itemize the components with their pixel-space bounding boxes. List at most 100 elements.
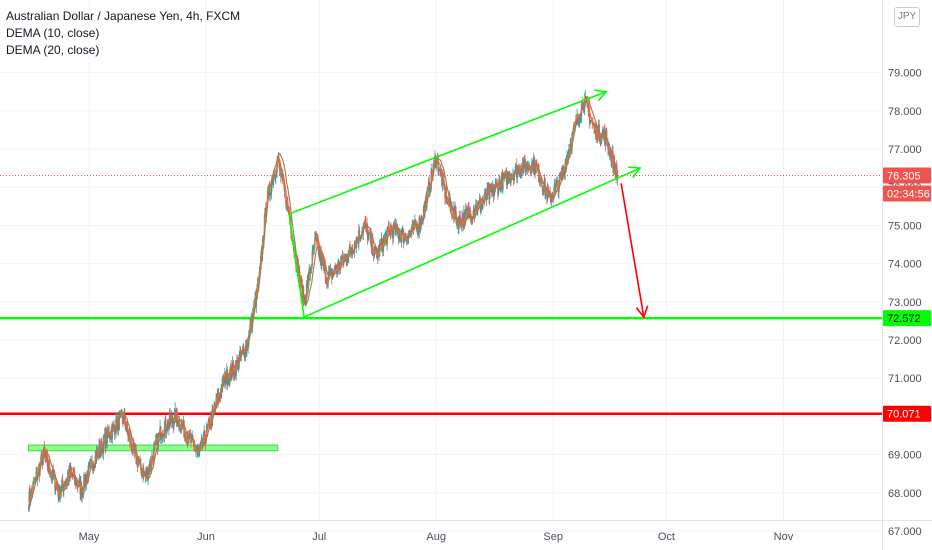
candle-body bbox=[580, 115, 582, 117]
candle-body bbox=[189, 434, 191, 437]
candle-body bbox=[446, 202, 448, 204]
lower-level-badge: 70.071 bbox=[887, 409, 921, 421]
indicator-dema10-label[interactable]: DEMA (10, close) bbox=[6, 26, 100, 40]
currency-button[interactable]: JPY bbox=[894, 7, 920, 27]
candle-body bbox=[154, 441, 156, 446]
candle-body bbox=[555, 181, 558, 185]
candle-body bbox=[492, 184, 495, 196]
price-tick-label: 73.000 bbox=[888, 297, 922, 309]
candle-body bbox=[491, 189, 493, 192]
candle-body bbox=[426, 187, 429, 192]
candle-body bbox=[589, 112, 591, 124]
candle-body bbox=[547, 187, 549, 193]
candle-body bbox=[408, 231, 410, 236]
candle-body bbox=[577, 113, 579, 121]
candle-body bbox=[466, 209, 468, 213]
candle-body bbox=[566, 156, 568, 159]
candle-body bbox=[439, 167, 442, 172]
candle-body bbox=[407, 235, 410, 238]
candle-body bbox=[208, 419, 210, 421]
candle-body bbox=[194, 450, 197, 452]
candle-body bbox=[149, 460, 152, 466]
candle-body bbox=[160, 437, 163, 440]
candle-body bbox=[419, 226, 422, 230]
candle-body bbox=[166, 430, 168, 433]
candle-body bbox=[61, 480, 64, 487]
indicator-dema20-label[interactable]: DEMA (20, close) bbox=[6, 43, 100, 57]
candle-body bbox=[233, 374, 236, 376]
candle-body bbox=[209, 420, 211, 430]
channel-upper-arrowhead bbox=[594, 89, 608, 102]
candle-body bbox=[160, 426, 162, 440]
candle-body bbox=[280, 176, 283, 178]
candle-body bbox=[461, 216, 464, 220]
dema-lines bbox=[28, 95, 618, 510]
candle-body bbox=[199, 447, 201, 451]
candle-body bbox=[414, 219, 417, 225]
candle-body bbox=[578, 119, 581, 123]
candle-body bbox=[367, 233, 369, 241]
candle-body bbox=[403, 239, 405, 243]
candle-body bbox=[44, 452, 46, 456]
candle-body bbox=[441, 174, 444, 186]
candle-body bbox=[553, 185, 556, 193]
candle-body bbox=[384, 235, 386, 239]
candle-body bbox=[616, 171, 619, 180]
time-tick-label: Jun bbox=[197, 531, 215, 543]
candle-body bbox=[587, 107, 590, 112]
candle-body bbox=[232, 366, 235, 375]
candle-body bbox=[400, 233, 403, 243]
candle-body bbox=[558, 173, 561, 186]
candle-body bbox=[411, 223, 414, 230]
candle-body bbox=[582, 106, 585, 108]
symbol-title[interactable]: Australian Dollar / Japanese Yen, 4h, FX… bbox=[6, 9, 241, 23]
candle-body bbox=[500, 181, 502, 192]
candle-body bbox=[352, 251, 354, 254]
candle-body bbox=[272, 179, 275, 186]
candle-body bbox=[602, 132, 604, 134]
candle-body bbox=[375, 247, 377, 253]
candle-body bbox=[275, 175, 277, 178]
candle-body bbox=[379, 243, 381, 246]
countdown-badge-bg bbox=[883, 185, 931, 202]
candle-body bbox=[609, 153, 611, 156]
candle-body bbox=[227, 381, 229, 385]
candle-body bbox=[282, 173, 284, 180]
candle-body bbox=[188, 431, 191, 435]
dema-20-line bbox=[28, 95, 618, 510]
candle-body bbox=[589, 120, 592, 124]
candle-body bbox=[119, 414, 121, 415]
candle-body bbox=[358, 229, 361, 239]
candle-body bbox=[93, 467, 96, 469]
candle-body bbox=[395, 227, 397, 235]
candle-body bbox=[193, 445, 196, 451]
candle-body bbox=[199, 442, 202, 448]
candle-body bbox=[92, 465, 95, 471]
candle-body bbox=[93, 465, 95, 468]
candle-body bbox=[153, 445, 156, 448]
price-tick-label: 74.000 bbox=[888, 259, 922, 271]
price-tick-label: 78.000 bbox=[888, 106, 922, 118]
candle-body bbox=[399, 234, 401, 238]
candle-body bbox=[312, 247, 314, 252]
time-tick-label: Nov bbox=[774, 531, 794, 543]
candle-body bbox=[611, 155, 613, 162]
candle-body bbox=[60, 485, 63, 493]
candle-body bbox=[387, 226, 389, 233]
time-tick-label: Sep bbox=[543, 531, 563, 543]
candle-body bbox=[108, 431, 110, 438]
candle-body bbox=[59, 492, 62, 494]
price-tick-label: 72.000 bbox=[888, 335, 922, 347]
candle-body bbox=[125, 428, 127, 430]
candle-body bbox=[373, 254, 375, 256]
candle-body bbox=[52, 469, 54, 478]
candle-body bbox=[456, 218, 458, 224]
candle-body bbox=[525, 167, 527, 173]
candle-body bbox=[107, 428, 109, 435]
candle-body bbox=[493, 190, 495, 196]
candle-body bbox=[307, 271, 310, 286]
price-tick-label: 75.000 bbox=[888, 220, 922, 232]
time-axis: May Jun Jul Aug Sep Oct Nov bbox=[79, 531, 794, 543]
